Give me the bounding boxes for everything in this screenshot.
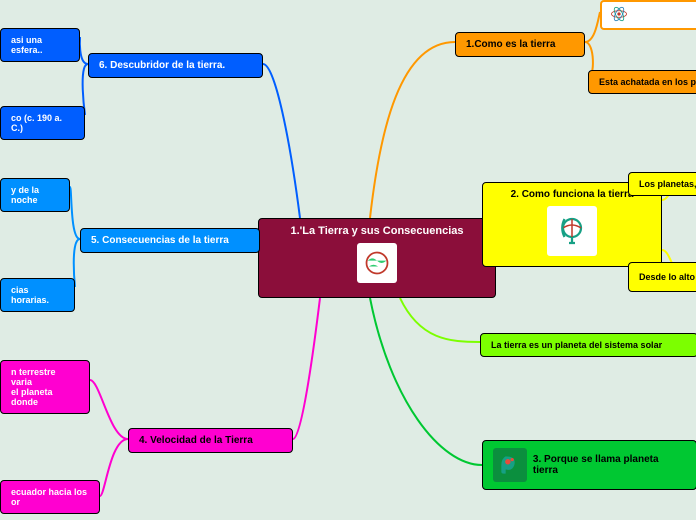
node-label: ecuador hacia los or [11,487,87,507]
node-label: 4. Velocidad de la Tierra [139,435,253,446]
node-label: La tierra es un planeta del sistema sola… [491,340,662,350]
center-node[interactable]: 1.'La Tierra y sus Consecuencias [258,218,496,298]
node-n2c[interactable]: La tierra es un planeta del sistema sola… [480,333,696,357]
node-label: n terrestre varia el planeta donde [11,367,79,407]
node-n5a[interactable]: y de la noche [0,178,70,212]
node-label: 2. Como funciona la tierra [511,189,634,200]
node-n3[interactable]: 3. Porque se llama planeta tierra [482,440,696,490]
node-n6a[interactable]: asi una esfera.. [0,28,80,62]
node-label: 6. Descubridor de la tierra. [99,60,225,71]
node-label: co (c. 190 a. C.) [11,113,74,133]
node-label: asi una esfera.. [11,35,69,55]
node-label: 3. Porque se llama planeta tierra [533,454,686,476]
node-n6[interactable]: 6. Descubridor de la tierra. [88,53,263,78]
node-label: Esta achatada en los polo [599,77,696,87]
node-n2a[interactable]: Los planetas, sat [628,172,696,196]
node-n4b[interactable]: ecuador hacia los or [0,480,100,514]
node-n1c[interactable] [600,0,696,30]
node-n2b[interactable]: Desde lo alto del [628,262,696,292]
node-label: cias horarias. [11,285,64,305]
node-n6b[interactable]: co (c. 190 a. C.) [0,106,85,140]
node-n1[interactable]: 1.Como es la tierra [455,32,585,57]
globe-stand-icon [547,206,597,256]
center-title: 1.'La Tierra y sus Consecuencias [291,225,464,237]
node-n4a[interactable]: n terrestre varia el planeta donde [0,360,90,414]
head-gear-icon [493,448,527,482]
node-n5b[interactable]: cias horarias. [0,278,75,312]
node-n5[interactable]: 5. Consecuencias de la tierra [80,228,260,253]
node-n4[interactable]: 4. Velocidad de la Tierra [128,428,293,453]
node-label: Desde lo alto del [639,272,696,282]
node-label: Los planetas, sat [639,179,696,189]
globe-icon [357,243,397,283]
node-label: 5. Consecuencias de la tierra [91,235,229,246]
node-n1b[interactable]: Esta achatada en los polo [588,70,696,94]
node-label: 1.Como es la tierra [466,39,555,50]
node-label: y de la noche [11,185,59,205]
atom-icon [604,4,644,26]
